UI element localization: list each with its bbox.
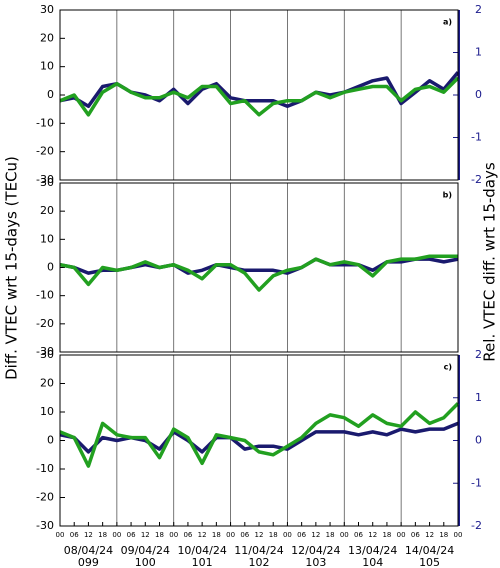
x-tick-label: 00 [56, 531, 65, 539]
y-tick-label: 30 [40, 176, 54, 189]
series-line [59, 402, 460, 468]
y2-tick-label: 2 [475, 3, 482, 16]
y-tick-label: -10 [36, 289, 54, 302]
date-label: 08/04/24 [64, 544, 113, 557]
doy-label: 101 [192, 556, 213, 568]
y2-tick-label: -2 [471, 519, 482, 532]
plot-frame [59, 182, 459, 353]
date-label: 14/04/24 [405, 544, 454, 557]
date-label: 12/04/24 [291, 544, 340, 557]
x-tick-label: 18 [326, 531, 335, 539]
x-tick-label: 12 [255, 531, 264, 539]
x-tick-label: 12 [425, 531, 434, 539]
doy-label: 102 [249, 556, 270, 568]
x-tick-label: 12 [84, 531, 93, 539]
y-tick-label: 10 [40, 60, 54, 73]
y2-tick-label: 0 [475, 88, 482, 101]
y-tick-label: 20 [40, 377, 54, 390]
x-tick-label: 00 [340, 531, 349, 539]
series-line [59, 421, 459, 454]
y-tick-label: -10 [36, 116, 54, 129]
series-line [59, 71, 460, 109]
x-tick-label: 06 [70, 531, 79, 539]
x-tick-label: 12 [198, 531, 207, 539]
panel-label: b) [443, 191, 452, 200]
doy-label: 103 [305, 556, 326, 568]
x-tick-label: 00 [454, 531, 463, 539]
doy-label: 104 [362, 556, 383, 568]
y2-tick-label: 1 [475, 46, 482, 59]
y2-tick-label: 0 [475, 434, 482, 447]
y2-axis-label: Rel. VTEC diff. wrt 15-days [481, 162, 499, 362]
x-tick-label: 06 [297, 531, 306, 539]
y-tick-label: -10 [36, 462, 54, 475]
y-tick-label: -20 [36, 491, 54, 504]
y-tick-label: 0 [47, 434, 54, 447]
x-tick-label: 18 [439, 531, 448, 539]
y-tick-label: 10 [40, 232, 54, 245]
y-tick-label: 0 [47, 88, 54, 101]
doy-label: 100 [135, 556, 156, 568]
y2-tick-label: 1 [475, 391, 482, 404]
date-label: 10/04/24 [177, 544, 226, 557]
x-tick-label: 18 [212, 531, 221, 539]
x-tick-label: 18 [269, 531, 278, 539]
date-label: 09/04/24 [121, 544, 170, 557]
y-tick-label: 30 [40, 348, 54, 361]
y-tick-label: 30 [40, 3, 54, 16]
y-tick-label: 20 [40, 204, 54, 217]
x-tick-label: 00 [112, 531, 121, 539]
x-tick-label: 06 [127, 531, 136, 539]
series-line [59, 76, 460, 117]
x-tick-label: 12 [311, 531, 320, 539]
panel-label: c) [444, 363, 452, 372]
x-tick-label: 00 [169, 531, 178, 539]
x-tick-label: 06 [354, 531, 363, 539]
x-tick-label: 12 [368, 531, 377, 539]
x-tick-label: 06 [183, 531, 192, 539]
x-tick-label: 00 [397, 531, 406, 539]
x-tick-label: 00 [226, 531, 235, 539]
y-tick-label: -20 [36, 145, 54, 158]
y2-tick-label: -2 [471, 173, 482, 186]
date-label: 11/04/24 [234, 544, 283, 557]
y-tick-label: -30 [36, 173, 54, 186]
x-tick-label: 06 [411, 531, 420, 539]
x-tick-label: 18 [155, 531, 164, 539]
y-axis-label: Diff. VTEC wrt 15-days (TECu) [3, 156, 21, 380]
doy-label: 099 [78, 556, 99, 568]
y2-tick-label: -1 [471, 476, 482, 489]
x-tick-label: 12 [141, 531, 150, 539]
doy-label: 105 [419, 556, 440, 568]
y2-tick-label: -1 [471, 131, 482, 144]
y-tick-label: 10 [40, 405, 54, 418]
series-line [59, 254, 458, 292]
y-tick-label: -20 [36, 317, 54, 330]
plot-frame [59, 9, 459, 181]
y-tick-label: 20 [40, 31, 54, 44]
y2-tick-label: 2 [475, 348, 482, 361]
x-tick-label: 06 [240, 531, 249, 539]
x-tick-label: 18 [382, 531, 391, 539]
y-tick-label: 0 [47, 261, 54, 274]
x-tick-label: 18 [98, 531, 107, 539]
date-label: 13/04/24 [348, 544, 397, 557]
y-tick-label: -30 [36, 345, 54, 358]
panel-label: a) [443, 18, 452, 27]
x-tick-label: 00 [283, 531, 292, 539]
y-tick-label: -30 [36, 519, 54, 532]
